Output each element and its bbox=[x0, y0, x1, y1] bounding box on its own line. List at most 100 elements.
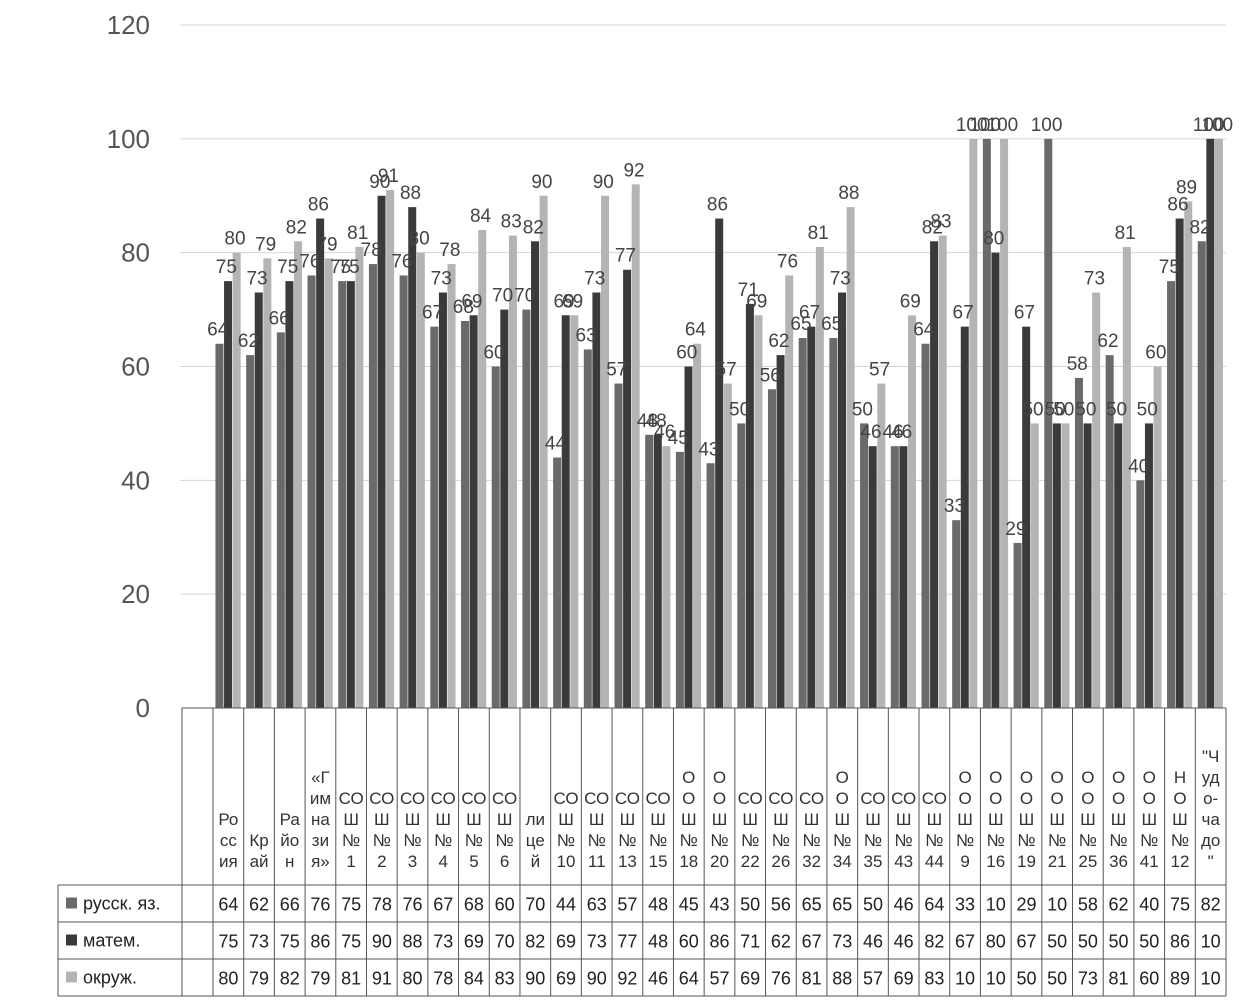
bar bbox=[285, 281, 294, 708]
bar bbox=[982, 138, 991, 709]
bar bbox=[776, 355, 785, 708]
data-label: 86 bbox=[1167, 195, 1188, 216]
category-label: 1 bbox=[346, 852, 355, 871]
table-cell: 10 bbox=[1201, 932, 1221, 952]
category-label: Ш bbox=[1080, 810, 1096, 829]
table-cell: 60 bbox=[495, 895, 515, 915]
category-label: О bbox=[1081, 768, 1094, 787]
data-label: 67 bbox=[1014, 303, 1035, 324]
table-cell: 10 bbox=[1201, 969, 1221, 989]
bar bbox=[890, 446, 899, 708]
category-label: Ш bbox=[1049, 810, 1065, 829]
table-cell: 79 bbox=[249, 969, 269, 989]
table-cell: 67 bbox=[433, 895, 453, 915]
category-label: Н bbox=[1174, 768, 1186, 787]
data-label: 50 bbox=[1106, 399, 1127, 420]
data-label: 50 bbox=[1045, 399, 1066, 420]
category-label: Ш bbox=[558, 810, 574, 829]
bar bbox=[837, 292, 846, 708]
table-cell: 76 bbox=[403, 895, 423, 915]
data-label: 57 bbox=[869, 360, 890, 381]
table-cell: 82 bbox=[1201, 895, 1221, 915]
category-label: " bbox=[1208, 852, 1214, 871]
category-label: о- bbox=[1203, 789, 1218, 808]
data-label: 69 bbox=[746, 291, 767, 312]
category-label: йо bbox=[280, 831, 299, 850]
category-label: СО bbox=[553, 789, 578, 808]
category-label: № bbox=[772, 831, 790, 850]
category-label: О bbox=[958, 768, 971, 787]
category-label: О bbox=[836, 789, 849, 808]
table-cell: 57 bbox=[617, 895, 637, 915]
category-label: О bbox=[1173, 789, 1186, 808]
category-label: СО bbox=[431, 789, 456, 808]
data-label: 81 bbox=[347, 223, 368, 244]
data-label: 60 bbox=[1145, 343, 1166, 364]
category-label: № bbox=[465, 831, 483, 850]
category-label: 18 bbox=[679, 852, 698, 871]
table-cell: 86 bbox=[709, 932, 729, 952]
table-cell: 90 bbox=[587, 969, 607, 989]
data-label: 64 bbox=[207, 320, 229, 341]
data-label: 67 bbox=[799, 303, 820, 324]
category-label: 22 bbox=[741, 852, 760, 871]
data-label: 44 bbox=[545, 434, 567, 455]
table-cell: 58 bbox=[1078, 895, 1098, 915]
category-label: 41 bbox=[1140, 852, 1159, 871]
table-cell: 73 bbox=[433, 932, 453, 952]
data-label: 78 bbox=[361, 240, 382, 261]
bar bbox=[1122, 246, 1131, 708]
data-label: 69 bbox=[461, 291, 482, 312]
bar bbox=[907, 315, 916, 708]
category-label: 11 bbox=[588, 852, 606, 871]
table-cell: 46 bbox=[894, 932, 914, 952]
data-label: 63 bbox=[576, 325, 597, 346]
bar bbox=[860, 423, 869, 708]
data-label: 50 bbox=[1075, 399, 1096, 420]
category-label: 35 bbox=[864, 852, 883, 871]
category-label: Ш bbox=[712, 810, 728, 829]
category-label: № bbox=[802, 831, 820, 850]
bar bbox=[952, 520, 961, 708]
table-cell: 50 bbox=[740, 895, 760, 915]
data-label: 78 bbox=[439, 240, 460, 261]
table-cell: 56 bbox=[771, 895, 791, 915]
legend-key bbox=[66, 897, 77, 909]
bar bbox=[631, 184, 640, 708]
data-label: 81 bbox=[808, 223, 829, 244]
bar bbox=[723, 383, 732, 708]
bar bbox=[921, 343, 930, 708]
table-cell: 81 bbox=[341, 969, 361, 989]
bar bbox=[969, 138, 978, 709]
bar bbox=[438, 292, 447, 708]
bar bbox=[829, 338, 838, 708]
bar bbox=[877, 383, 886, 708]
data-label: 45 bbox=[668, 428, 689, 449]
data-label: 75 bbox=[216, 257, 237, 278]
data-label: 56 bbox=[760, 365, 781, 386]
category-label: 43 bbox=[894, 852, 913, 871]
category-label: О bbox=[1020, 789, 1033, 808]
table-cell: 57 bbox=[863, 969, 883, 989]
bar bbox=[1000, 138, 1009, 709]
category-label: 15 bbox=[649, 852, 668, 871]
table-cell: 66 bbox=[280, 895, 300, 915]
data-label: 46 bbox=[883, 422, 904, 443]
category-label: О bbox=[1051, 789, 1064, 808]
data-label: 88 bbox=[838, 183, 859, 204]
data-label: 69 bbox=[562, 291, 583, 312]
table-cell: 60 bbox=[1139, 969, 1159, 989]
data-label: 64 bbox=[685, 320, 707, 341]
bar bbox=[346, 281, 355, 708]
category-label: 3 bbox=[408, 852, 417, 871]
bar bbox=[1114, 423, 1123, 708]
data-label: 73 bbox=[584, 269, 605, 290]
table-cell: 46 bbox=[863, 932, 883, 952]
table-cell: 80 bbox=[986, 932, 1006, 952]
category-label: Ш bbox=[834, 810, 850, 829]
data-label: 76 bbox=[299, 251, 320, 272]
category-label: № bbox=[557, 831, 575, 850]
category-label: № bbox=[710, 831, 728, 850]
y-tick-label: 40 bbox=[121, 465, 150, 495]
